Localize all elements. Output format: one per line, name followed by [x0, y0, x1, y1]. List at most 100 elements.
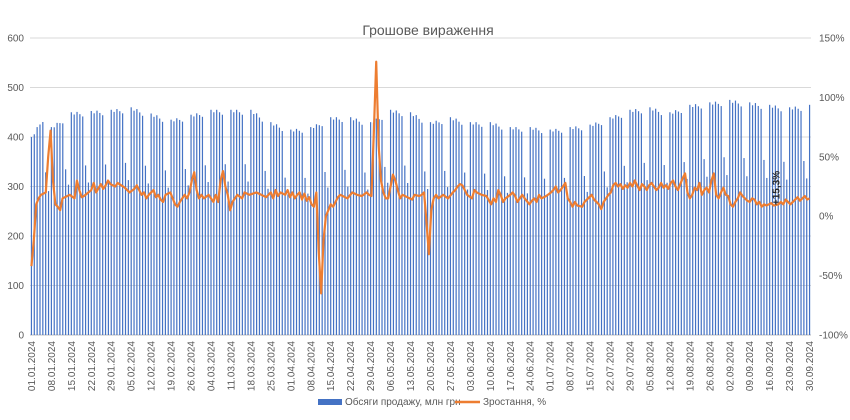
- y-left-tick: 100: [7, 281, 24, 292]
- bar: [672, 113, 674, 336]
- bar: [475, 122, 477, 336]
- x-tick-label: 15.01.2024: [67, 341, 78, 391]
- bar: [244, 164, 246, 335]
- bar: [444, 170, 446, 335]
- bar: [794, 106, 796, 335]
- bar: [295, 128, 298, 335]
- bar: [404, 165, 406, 335]
- bar: [603, 171, 605, 335]
- bar: [575, 126, 577, 335]
- bar: [418, 118, 420, 335]
- bar: [757, 105, 759, 336]
- bar: [84, 165, 87, 335]
- bar: [358, 121, 360, 335]
- bar: [766, 177, 768, 335]
- bar: [623, 165, 625, 335]
- bar: [159, 118, 161, 335]
- bar: [771, 107, 774, 335]
- bar: [666, 182, 668, 335]
- x-tick-label: 30.09.2024: [805, 341, 816, 391]
- bar: [783, 161, 785, 335]
- bar: [697, 106, 700, 335]
- bar: [375, 118, 377, 335]
- bar: [598, 123, 600, 335]
- bar: [238, 112, 241, 335]
- bar: [760, 108, 762, 335]
- bar: [412, 116, 414, 335]
- bar: [526, 193, 528, 335]
- x-tick-label: 08.04.2024: [306, 341, 317, 391]
- bar: [615, 115, 617, 335]
- bar: [620, 117, 623, 335]
- bar: [740, 106, 742, 336]
- bar: [133, 110, 135, 336]
- bar: [626, 182, 628, 335]
- x-tick-label: 18.03.2024: [246, 341, 257, 391]
- annotation-label: +15,3%: [772, 171, 783, 205]
- bar: [558, 130, 560, 335]
- x-tick-label: 29.01.2024: [107, 341, 118, 391]
- bar: [216, 109, 218, 335]
- bar: [569, 127, 571, 335]
- bar: [156, 115, 158, 335]
- bar: [293, 131, 295, 335]
- bar: [486, 189, 489, 335]
- x-tick-label: 02.09.2024: [725, 341, 736, 391]
- x-tick-label: 03.06.2024: [466, 341, 477, 391]
- bar: [521, 131, 523, 335]
- bar: [233, 112, 235, 335]
- bar: [458, 121, 460, 335]
- bar: [472, 124, 474, 336]
- bar: [304, 177, 306, 335]
- x-tick-label: 29.04.2024: [366, 341, 377, 391]
- bar: [298, 130, 300, 335]
- bar: [632, 111, 634, 336]
- bar: [364, 172, 366, 335]
- bar: [50, 127, 52, 335]
- bar: [706, 176, 708, 335]
- bar: [600, 125, 603, 335]
- bar: [649, 107, 651, 335]
- bar: [56, 122, 58, 335]
- bar: [90, 111, 92, 335]
- bar: [791, 109, 794, 335]
- bar: [709, 102, 711, 335]
- bar: [59, 123, 61, 335]
- bar: [449, 117, 452, 335]
- line-series: [30, 60, 811, 295]
- bar: [501, 129, 503, 335]
- x-tick-label: 23.09.2024: [785, 341, 796, 391]
- bar: [99, 112, 101, 335]
- x-tick-label: 01.01.2024: [27, 341, 38, 391]
- bar: [455, 118, 457, 335]
- bar: [392, 112, 395, 335]
- x-tick-label: 22.01.2024: [87, 341, 98, 391]
- legend: Обсяги продажу, млн грн Зростання, %: [318, 396, 546, 408]
- bar: [754, 103, 757, 335]
- bar: [144, 165, 147, 335]
- bar: [503, 176, 506, 335]
- bar: [612, 118, 614, 335]
- bar: [62, 123, 64, 336]
- x-tick-label: 12.02.2024: [147, 341, 158, 391]
- x-tick-label: 16.09.2024: [765, 341, 776, 391]
- bar: [53, 127, 55, 335]
- bar: [350, 117, 352, 335]
- bar: [253, 114, 255, 335]
- bar: [45, 172, 47, 335]
- bar: [438, 122, 440, 335]
- bar: [609, 117, 611, 335]
- bar: [318, 125, 320, 335]
- bar: [247, 181, 249, 335]
- x-tick-label: 24.06.2024: [526, 341, 537, 391]
- bar: [694, 104, 697, 336]
- bar: [153, 116, 155, 335]
- x-tick-label: 22.07.2024: [606, 341, 617, 391]
- bar: [515, 127, 517, 335]
- x-tick-label: 10.06.2024: [486, 341, 497, 391]
- bar: [583, 176, 585, 335]
- bar: [187, 185, 189, 335]
- x-tick-label: 13.05.2024: [406, 341, 417, 391]
- x-tick-label: 27.05.2024: [446, 341, 457, 391]
- bar: [332, 119, 335, 335]
